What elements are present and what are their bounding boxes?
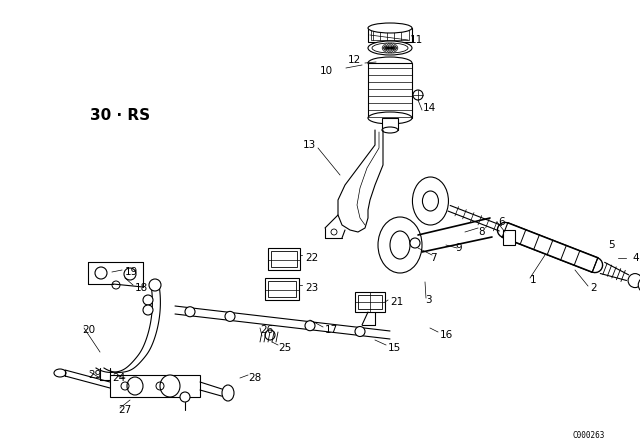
Ellipse shape <box>54 369 66 377</box>
Bar <box>271 251 297 267</box>
Text: 3: 3 <box>425 295 431 305</box>
Text: 5: 5 <box>608 240 614 250</box>
Bar <box>268 248 300 270</box>
Text: 24: 24 <box>112 373 125 383</box>
Ellipse shape <box>368 41 412 55</box>
Bar <box>503 230 515 245</box>
Ellipse shape <box>160 375 180 397</box>
Text: 8: 8 <box>478 227 484 237</box>
Text: 10: 10 <box>320 66 333 76</box>
Circle shape <box>265 330 275 340</box>
Circle shape <box>410 238 420 248</box>
Ellipse shape <box>390 231 410 259</box>
Bar <box>382 118 398 130</box>
Text: 26: 26 <box>260 325 273 335</box>
Bar <box>368 28 412 42</box>
Circle shape <box>185 307 195 317</box>
Circle shape <box>143 305 153 315</box>
Ellipse shape <box>368 23 412 33</box>
Text: 23: 23 <box>305 283 318 293</box>
Circle shape <box>149 279 161 291</box>
Ellipse shape <box>127 377 143 395</box>
Ellipse shape <box>412 177 449 225</box>
Bar <box>265 278 299 300</box>
Ellipse shape <box>222 385 234 401</box>
Text: 18: 18 <box>135 283 148 293</box>
Text: 21: 21 <box>390 297 403 307</box>
Circle shape <box>143 295 153 305</box>
Text: 14: 14 <box>423 103 436 113</box>
Text: 12: 12 <box>348 55 361 65</box>
Ellipse shape <box>378 217 422 273</box>
Bar <box>368 63 412 118</box>
Bar <box>268 281 296 297</box>
Text: 22: 22 <box>305 253 318 263</box>
Text: C000263: C000263 <box>573 431 605 439</box>
Circle shape <box>628 274 640 288</box>
Text: 28: 28 <box>248 373 261 383</box>
Text: 9: 9 <box>455 243 461 253</box>
Text: 2: 2 <box>590 283 596 293</box>
Text: 7: 7 <box>430 253 436 263</box>
Text: 11: 11 <box>410 35 423 45</box>
Text: 15: 15 <box>388 343 401 353</box>
Text: 19: 19 <box>125 267 138 277</box>
Circle shape <box>355 327 365 336</box>
Text: 6: 6 <box>498 217 504 227</box>
Text: 17: 17 <box>325 325 339 335</box>
Ellipse shape <box>382 127 398 133</box>
Bar <box>358 295 382 309</box>
Text: 27: 27 <box>118 405 131 415</box>
Ellipse shape <box>422 191 438 211</box>
Text: 16: 16 <box>440 330 453 340</box>
Text: 25: 25 <box>278 343 291 353</box>
Bar <box>355 292 385 312</box>
Text: 29: 29 <box>88 370 101 380</box>
Circle shape <box>180 392 190 402</box>
Circle shape <box>413 90 423 100</box>
Bar <box>371 30 409 40</box>
Ellipse shape <box>368 57 412 69</box>
Circle shape <box>638 277 640 293</box>
Text: 4: 4 <box>632 253 639 263</box>
Text: 1: 1 <box>530 275 536 285</box>
Text: 20: 20 <box>82 325 95 335</box>
Ellipse shape <box>368 112 412 124</box>
Bar <box>110 375 200 397</box>
Text: 30 · RS: 30 · RS <box>90 108 150 122</box>
Circle shape <box>225 311 235 321</box>
Circle shape <box>305 321 315 331</box>
Text: 13: 13 <box>303 140 316 150</box>
